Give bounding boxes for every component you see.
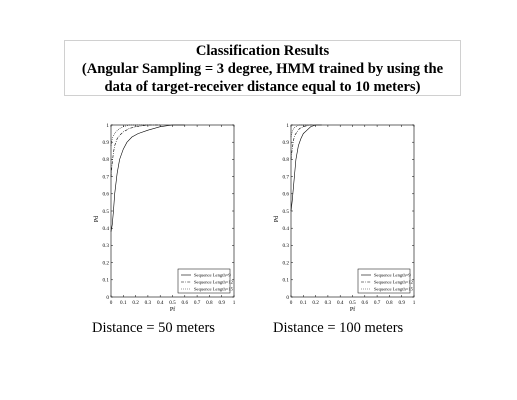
y-tick-label: 0.2 bbox=[103, 260, 110, 266]
legend-label-1: Sequence Length=9 bbox=[374, 273, 411, 278]
roc-chart-100m: 0 0.1 0.2 0.3 0.4 0.5 0.6 0.7 0.8 0.9 1 0 0.1 0.2 0.3 0… bbox=[274, 123, 416, 313]
legend-label-3: Sequence Length=15 bbox=[194, 287, 234, 292]
figure-title: Classification Results (Angular Sampling… bbox=[64, 40, 461, 96]
x-tick-label: 0.3 bbox=[325, 300, 332, 306]
legend-box bbox=[357, 268, 411, 294]
x-tick-label: 0.8 bbox=[386, 300, 393, 306]
x-tick-label: 0.5 bbox=[169, 300, 176, 306]
x-tick-label: 0.6 bbox=[362, 300, 369, 306]
x-tick-label: 0 bbox=[110, 300, 113, 306]
caption-distance-100: Distance = 100 meters bbox=[273, 320, 404, 336]
x-tick-label: 0.3 bbox=[145, 300, 152, 306]
y-tick-label: 0.5 bbox=[103, 209, 110, 215]
series-line-3 bbox=[110, 124, 148, 146]
y-tick-label: 1 bbox=[106, 123, 109, 129]
x-tick-label: 1 bbox=[233, 300, 236, 306]
y-tick-label: 0 bbox=[106, 295, 109, 301]
title-line-1: Classification Results bbox=[195, 43, 330, 59]
x-tick-label: 0.7 bbox=[374, 300, 381, 306]
y-tick-label: 0.3 bbox=[283, 243, 290, 249]
y-tick-label: 0 bbox=[286, 295, 289, 301]
y-tick-label: 0.1 bbox=[283, 278, 290, 284]
series-line-2 bbox=[290, 124, 316, 160]
x-tick-label: 0.5 bbox=[349, 300, 356, 306]
x-tick-label: 0.1 bbox=[120, 300, 127, 306]
series-line-1 bbox=[290, 124, 322, 212]
y-tick-label: 1 bbox=[286, 123, 289, 129]
x-tick-label: 0.7 bbox=[194, 300, 201, 306]
legend-label-2: Sequence Length=12 bbox=[374, 280, 414, 285]
x-axis-label: Pf bbox=[170, 306, 175, 313]
y-tick-label: 0.1 bbox=[103, 278, 110, 284]
x-tick-label: 0.4 bbox=[337, 300, 344, 306]
y-tick-label: 0.4 bbox=[103, 226, 110, 232]
y-axis-label: Pd bbox=[274, 216, 280, 222]
x-tick-label: 0 bbox=[290, 300, 293, 306]
title-line-2: (Angular Sampling = 3 degree, HMM traine… bbox=[81, 61, 444, 77]
y-tick-label: 0.8 bbox=[103, 157, 110, 163]
x-tick-label: 1 bbox=[413, 300, 416, 306]
y-tick-label: 0.9 bbox=[283, 140, 290, 146]
legend-label-1: Sequence Length=9 bbox=[194, 273, 231, 278]
series-line-2 bbox=[110, 124, 161, 177]
y-tick-label: 0.2 bbox=[283, 260, 290, 266]
legend: Sequence Length=9 Sequence Length=12 Seque… bbox=[177, 268, 234, 294]
legend-label-2: Sequence Length=12 bbox=[194, 280, 234, 285]
y-tick-label: 0.4 bbox=[283, 226, 290, 232]
y-tick-label: 0.5 bbox=[283, 209, 290, 215]
y-tick-label: 0.3 bbox=[103, 243, 110, 249]
caption-distance-50: Distance = 50 meters bbox=[92, 320, 215, 336]
roc-chart-50m: 0 0.1 0.2 0.3 0.4 0.5 0.6 0.7 0.8 0.9 1 0 0.1 0.2 0.3 0… bbox=[94, 123, 236, 313]
x-tick-label: 0.2 bbox=[312, 300, 319, 306]
title-line-3: data of target-receiver distance equal t… bbox=[104, 79, 421, 95]
x-tick-label: 0.4 bbox=[157, 300, 164, 306]
x-tick-label: 0.9 bbox=[218, 300, 225, 306]
x-tick-label: 0.6 bbox=[182, 300, 189, 306]
y-tick-label: 0.6 bbox=[103, 192, 110, 198]
y-axis-label: Pd bbox=[94, 216, 100, 222]
y-tick-label: 0.7 bbox=[103, 174, 110, 180]
y-tick-label: 0.7 bbox=[283, 174, 290, 180]
series-line-1 bbox=[110, 124, 185, 232]
y-tick-label: 0.8 bbox=[283, 157, 290, 163]
x-tick-label: 0.9 bbox=[398, 300, 405, 306]
x-axis-label: Pf bbox=[350, 306, 355, 313]
y-tick-label: 0.9 bbox=[103, 140, 110, 146]
y-tick-label: 0.6 bbox=[283, 192, 290, 198]
x-tick-label: 0.8 bbox=[206, 300, 213, 306]
legend-box bbox=[177, 268, 231, 294]
x-tick-label: 0.1 bbox=[300, 300, 307, 306]
legend-label-3: Sequence Length=15 bbox=[374, 287, 414, 292]
x-tick-label: 0.2 bbox=[132, 300, 139, 306]
series-line-3 bbox=[290, 124, 310, 138]
legend: Sequence Length=9 Sequence Length=12 Seque… bbox=[357, 268, 414, 294]
